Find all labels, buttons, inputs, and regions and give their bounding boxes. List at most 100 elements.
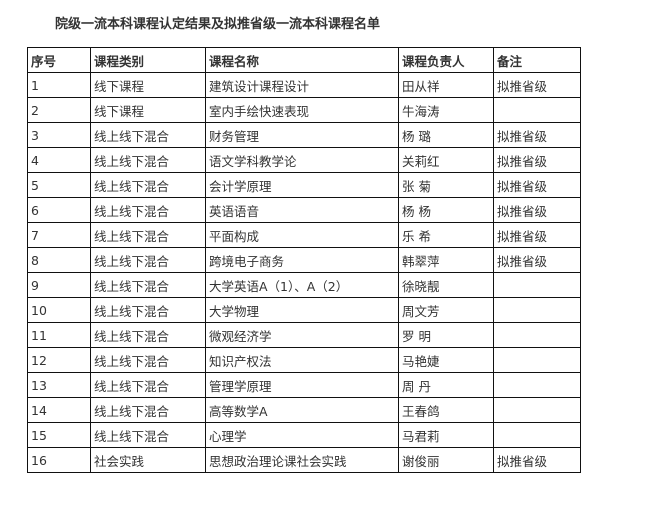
cell-course-name: 微观经济学 — [205, 322, 399, 348]
cell-index: 7 — [27, 222, 91, 248]
cell-instructor: 周 丹 — [398, 372, 494, 398]
cell-index: 8 — [27, 247, 91, 273]
cell-instructor: 周文芳 — [398, 297, 494, 323]
cell-remark — [493, 372, 581, 398]
header-course-name: 课程名称 — [205, 47, 399, 73]
cell-course-name: 高等数学A — [205, 397, 399, 423]
header-category: 课程类别 — [90, 47, 206, 73]
cell-remark: 拟推省级 — [493, 147, 581, 173]
cell-category: 线上线下混合 — [90, 397, 206, 423]
table-row: 12 线上线下混合 知识产权法 马艳婕 — [27, 347, 581, 373]
cell-index: 5 — [27, 172, 91, 198]
cell-remark — [493, 97, 581, 123]
cell-instructor: 谢俊丽 — [398, 447, 494, 473]
cell-category: 线上线下混合 — [90, 422, 206, 448]
cell-instructor: 马艳婕 — [398, 347, 494, 373]
cell-category: 线上线下混合 — [90, 222, 206, 248]
cell-remark: 拟推省级 — [493, 122, 581, 148]
cell-instructor: 张 菊 — [398, 172, 494, 198]
cell-course-name: 思想政治理论课社会实践 — [205, 447, 399, 473]
cell-index: 16 — [27, 447, 91, 473]
cell-course-name: 语文学科教学论 — [205, 147, 399, 173]
cell-remark — [493, 422, 581, 448]
cell-course-name: 心理学 — [205, 422, 399, 448]
cell-remark — [493, 347, 581, 373]
cell-index: 2 — [27, 97, 91, 123]
cell-course-name: 大学英语A（1）、A（2） — [205, 272, 399, 298]
cell-instructor: 罗 明 — [398, 322, 494, 348]
cell-remark — [493, 397, 581, 423]
cell-instructor: 乐 希 — [398, 222, 494, 248]
cell-instructor: 马君莉 — [398, 422, 494, 448]
cell-instructor: 杨 璐 — [398, 122, 494, 148]
table-row: 6 线上线下混合 英语语音杨 杨拟推省级 — [27, 197, 581, 223]
table-row: 7 线上线下混合 平面构成乐 希拟推省级 — [27, 222, 581, 248]
cell-course-name: 财务管理 — [205, 122, 399, 148]
cell-remark — [493, 297, 581, 323]
header-remark: 备注 — [493, 47, 581, 73]
course-table: 序号 课程类别 课程名称 课程负责人 备注 1 线下课程 建筑设计课程设计 田从祥 拟推… — [27, 47, 581, 473]
cell-instructor: 王春鸽 — [398, 397, 494, 423]
table-row: 16 社会实践 思想政治理论课社会实践 谢俊丽 拟推省级 — [27, 447, 581, 473]
cell-instructor: 关莉红 — [398, 147, 494, 173]
cell-index: 3 — [27, 122, 91, 148]
cell-remark: 拟推省级 — [493, 447, 581, 473]
cell-index: 10 — [27, 297, 91, 323]
table-row: 13 线上线下混合 管理学原理周 丹 — [27, 372, 581, 398]
table-row: 5 线上线下混合 会计学原理张 菊拟推省级 — [27, 172, 581, 198]
cell-instructor: 徐晓靓 — [398, 272, 494, 298]
cell-course-name: 英语语音 — [205, 197, 399, 223]
table-row: 11 线上线下混合 微观经济学罗 明 — [27, 322, 581, 348]
cell-instructor: 韩翠萍 — [398, 247, 494, 273]
table-row: 1 线下课程 建筑设计课程设计 田从祥 拟推省级 — [27, 72, 581, 98]
cell-index: 12 — [27, 347, 91, 373]
page-title: 院级一流本科课程认定结果及拟推省级一流本科课程名单 — [55, 17, 381, 32]
cell-category: 线上线下混合 — [90, 247, 206, 273]
cell-course-name: 知识产权法 — [205, 347, 399, 373]
cell-remark: 拟推省级 — [493, 72, 581, 98]
cell-category: 线上线下混合 — [90, 347, 206, 373]
cell-category: 线下课程 — [90, 97, 206, 123]
cell-instructor: 杨 杨 — [398, 197, 494, 223]
table-row: 8 线上线下混合 跨境电子商务 韩翠萍 拟推省级 — [27, 247, 581, 273]
cell-course-name: 跨境电子商务 — [205, 247, 399, 273]
table-row: 15 线上线下混合 心理学 马君莉 — [27, 422, 581, 448]
cell-category: 线上线下混合 — [90, 122, 206, 148]
cell-instructor: 牛海涛 — [398, 97, 494, 123]
cell-course-name: 会计学原理 — [205, 172, 399, 198]
cell-remark: 拟推省级 — [493, 247, 581, 273]
cell-category: 线上线下混合 — [90, 272, 206, 298]
table-row: 3 线上线下混合 财务管理杨 璐拟推省级 — [27, 122, 581, 148]
cell-category: 线上线下混合 — [90, 172, 206, 198]
cell-category: 线上线下混合 — [90, 372, 206, 398]
cell-index: 13 — [27, 372, 91, 398]
cell-category: 线上线下混合 — [90, 147, 206, 173]
cell-index: 9 — [27, 272, 91, 298]
cell-course-name: 室内手绘快速表现 — [205, 97, 399, 123]
cell-course-name: 管理学原理 — [205, 372, 399, 398]
cell-course-name: 平面构成 — [205, 222, 399, 248]
header-index: 序号 — [27, 47, 91, 73]
cell-index: 1 — [27, 72, 91, 98]
cell-course-name: 建筑设计课程设计 — [205, 72, 399, 98]
table-row: 14 线上线下混合 高等数学A 王春鸽 — [27, 397, 581, 423]
table-row: 2 线下课程 室内手绘快速表现 牛海涛 — [27, 97, 581, 123]
table-header-row: 序号 课程类别 课程名称 课程负责人 备注 — [27, 47, 581, 73]
table-row: 4 线上线下混合 语文学科教学论 关莉红 拟推省级 — [27, 147, 581, 173]
cell-index: 4 — [27, 147, 91, 173]
cell-remark: 拟推省级 — [493, 222, 581, 248]
cell-category: 社会实践 — [90, 447, 206, 473]
cell-index: 14 — [27, 397, 91, 423]
cell-index: 11 — [27, 322, 91, 348]
cell-instructor: 田从祥 — [398, 72, 494, 98]
header-instructor: 课程负责人 — [398, 47, 494, 73]
cell-index: 15 — [27, 422, 91, 448]
cell-category: 线下课程 — [90, 72, 206, 98]
cell-course-name: 大学物理 — [205, 297, 399, 323]
table-row: 9 线上线下混合 大学英语A（1）、A（2） 徐晓靓 — [27, 272, 581, 298]
cell-category: 线上线下混合 — [90, 197, 206, 223]
table-row: 10 线上线下混合 大学物理 周文芳 — [27, 297, 581, 323]
cell-remark: 拟推省级 — [493, 197, 581, 223]
cell-remark — [493, 322, 581, 348]
cell-remark: 拟推省级 — [493, 172, 581, 198]
